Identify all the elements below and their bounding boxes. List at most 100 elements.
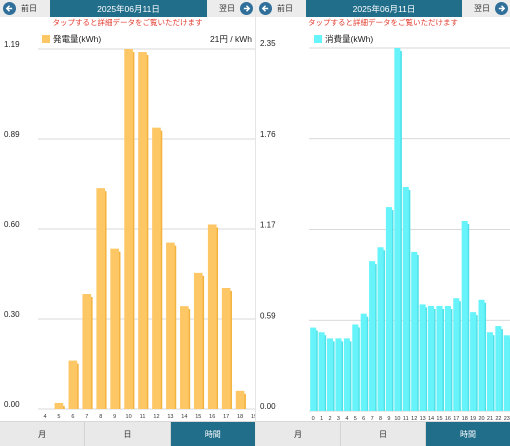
x-tick-label: 22 [495, 416, 501, 422]
x-tick-label: 13 [167, 414, 173, 420]
tab-day[interactable]: 日 [84, 422, 169, 446]
bar[interactable] [110, 248, 119, 409]
y-tick-label: 1.19 [4, 40, 20, 49]
bar[interactable] [68, 360, 78, 409]
tap-hint: タップすると詳細データをご覧いただけます [52, 18, 203, 27]
bar[interactable] [495, 326, 502, 411]
current-date: 2025年06月11日 [50, 0, 207, 17]
x-tick-label: 5 [354, 416, 357, 422]
x-tick-label: 19 [470, 416, 476, 422]
x-tick-label: 12 [153, 414, 159, 420]
legend-label: 消費量(kWh) [325, 34, 374, 44]
y-tick-label: 0.00 [4, 400, 20, 409]
bar[interactable] [461, 221, 468, 411]
x-tick-label: 4 [43, 414, 46, 420]
x-tick-label: 17 [453, 416, 459, 422]
bar[interactable] [436, 305, 443, 411]
tab-hour[interactable]: 時間 [169, 422, 255, 446]
generation-panel: 前日 2025年06月11日 翌日 タップすると詳細データをご覧いただけます 発… [0, 0, 255, 446]
bar[interactable] [310, 327, 317, 411]
x-tick-label: 10 [394, 416, 400, 422]
tab-month[interactable]: 月 [294, 429, 302, 439]
bar[interactable] [221, 287, 231, 409]
bar[interactable] [152, 127, 161, 410]
generation-chart[interactable]: 0.00 0.30 0.60 0.89 1.19 4 5 6 7 8 9 10 11 12 13 14 15 16… [0, 0, 255, 446]
prev-day-label: 前日 [21, 4, 37, 13]
x-tick-label: 8 [99, 414, 102, 420]
bar[interactable] [235, 390, 245, 409]
bar[interactable] [478, 299, 485, 411]
x-tick-label: 16 [209, 414, 215, 420]
bar[interactable] [180, 306, 189, 409]
next-day-button[interactable]: 翌日 [469, 0, 508, 17]
bar[interactable] [54, 402, 64, 409]
date-nav-bar: 前日 2025年06月11日 翌日 [256, 0, 510, 17]
right-arrow-icon [240, 2, 253, 15]
x-tick-label: 15 [436, 416, 442, 422]
bar[interactable] [411, 251, 418, 411]
x-tick-label: 5 [57, 414, 60, 420]
bar[interactable] [352, 324, 359, 411]
bar[interactable] [444, 305, 451, 411]
x-tick-label: 7 [85, 414, 88, 420]
chart-legend: 発電量(kWh) [42, 33, 101, 45]
prev-day-button[interactable]: 前日 [259, 0, 298, 17]
bar[interactable] [318, 332, 325, 411]
consumption-chart[interactable]: 0.000.591.171.762.350 1 2 3 4 5 6 7 8 9 10 11 12 13 14… [256, 0, 510, 446]
bar[interactable] [470, 312, 477, 411]
x-tick-label: 8 [379, 416, 382, 422]
prev-day-button[interactable]: 前日 [3, 0, 42, 17]
tap-hint: タップすると詳細データをご覧いただけます [308, 18, 458, 27]
x-tick-label: 0 [312, 416, 315, 422]
bar[interactable] [486, 332, 493, 411]
x-tick-label: 18 [462, 416, 468, 422]
x-tick-label: 11 [140, 414, 146, 420]
bar[interactable] [453, 298, 460, 411]
bar[interactable] [193, 272, 203, 409]
x-tick-label: 20 [478, 416, 484, 422]
x-tick-label: 9 [387, 416, 390, 422]
y-tick-label: 1.76 [260, 130, 276, 139]
consumption-panel: 前日 2025年06月11日 翌日 タップすると詳細データをご覧いただけます 消… [255, 0, 510, 446]
bar[interactable] [207, 224, 217, 409]
tab-day[interactable]: 日 [340, 422, 425, 446]
x-tick-label: 15 [195, 414, 201, 420]
bar[interactable] [419, 304, 426, 411]
bar[interactable] [82, 294, 92, 409]
bar[interactable] [402, 187, 409, 411]
date-nav-bar: 前日 2025年06月11日 翌日 [0, 0, 255, 17]
bar[interactable] [428, 305, 435, 411]
left-arrow-icon [3, 2, 16, 15]
bar[interactable] [503, 335, 510, 411]
current-date: 2025年06月11日 [306, 0, 462, 17]
bar[interactable] [385, 207, 392, 411]
bar[interactable] [124, 49, 133, 409]
bar[interactable] [343, 338, 350, 411]
x-tick-label: 16 [445, 416, 451, 422]
x-tick-label: 4 [345, 416, 348, 422]
period-tabs: 月 日 時間 [0, 421, 255, 446]
bar[interactable] [327, 338, 334, 411]
bar[interactable] [377, 247, 384, 411]
x-tick-label: 21 [487, 416, 493, 422]
bar[interactable] [369, 261, 376, 411]
chart-legend: 消費量(kWh) [314, 33, 373, 45]
x-tick-label: 14 [181, 414, 187, 420]
bar[interactable] [360, 313, 367, 411]
next-day-button[interactable]: 翌日 [214, 0, 253, 17]
period-tabs: 月 日 時間 [256, 421, 510, 446]
x-tick-label: 6 [71, 414, 74, 420]
x-tick-label: 12 [411, 416, 417, 422]
tab-month[interactable]: 月 [38, 429, 47, 439]
bar[interactable] [96, 188, 106, 409]
tab-hour[interactable]: 時間 [425, 422, 510, 446]
y-tick-label: 0.60 [4, 220, 20, 229]
y-tick-label: 0.30 [4, 310, 20, 319]
bar[interactable] [166, 242, 175, 409]
next-day-label: 翌日 [219, 4, 235, 13]
bar[interactable] [138, 52, 147, 410]
prev-day-label: 前日 [277, 4, 293, 13]
bar[interactable] [335, 338, 342, 411]
x-tick-label: 10 [126, 414, 132, 420]
bar[interactable] [394, 48, 401, 411]
